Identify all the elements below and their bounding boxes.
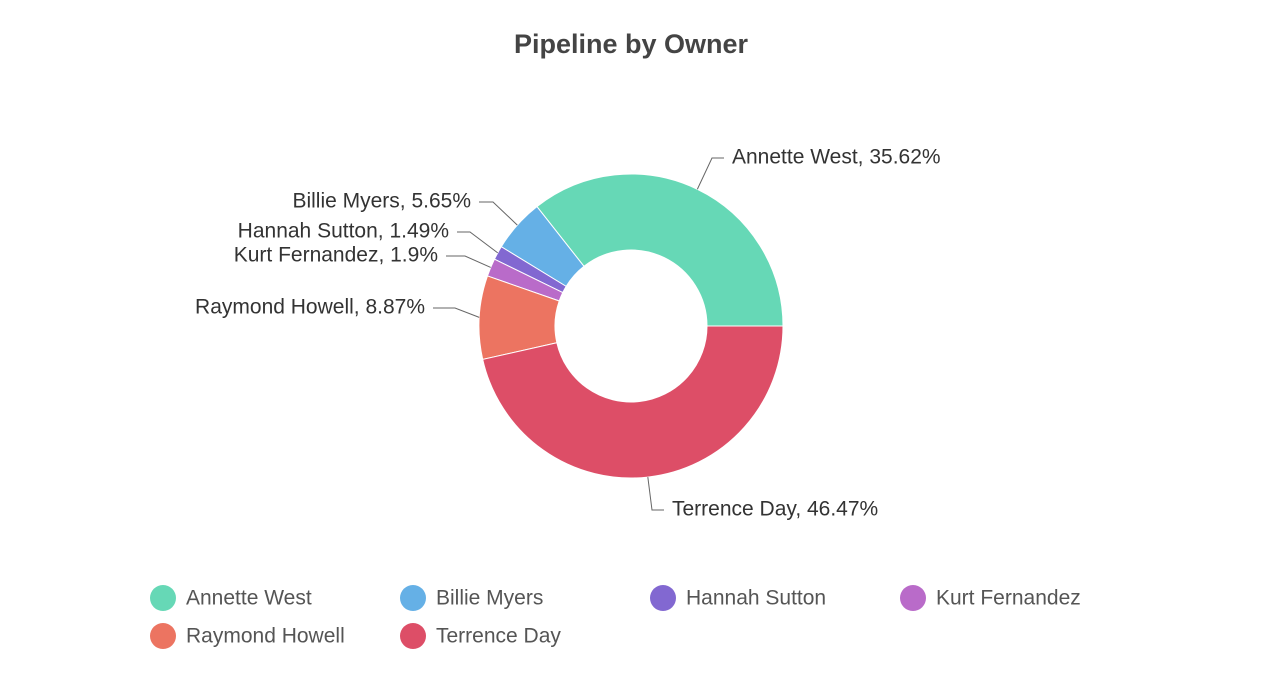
legend-marker <box>150 623 176 649</box>
data-label: Annette West, 35.62% <box>732 146 941 169</box>
legend-label[interactable]: Annette West <box>186 587 312 610</box>
legend-marker <box>650 585 676 611</box>
legend-marker <box>400 585 426 611</box>
label-connector <box>647 477 664 511</box>
label-connector <box>433 307 480 318</box>
donut-slice <box>536 173 784 327</box>
data-label: Billie Myers, 5.65% <box>292 190 471 213</box>
label-connector <box>479 201 518 226</box>
data-label: Terrence Day, 46.47% <box>672 498 878 521</box>
legend-label[interactable]: Raymond Howell <box>186 625 345 648</box>
legend-marker <box>900 585 926 611</box>
label-connector <box>457 231 499 254</box>
data-label: Hannah Sutton, 1.49% <box>238 220 449 243</box>
legend-label[interactable]: Hannah Sutton <box>686 587 826 610</box>
legend-marker <box>150 585 176 611</box>
legend-label[interactable]: Terrence Day <box>436 625 561 648</box>
legend-label[interactable]: Kurt Fernandez <box>936 587 1081 610</box>
chart-title: Pipeline by Owner <box>514 29 749 59</box>
donut-slice <box>482 325 784 479</box>
data-label: Kurt Fernandez, 1.9% <box>234 244 438 267</box>
label-connector <box>446 255 491 268</box>
legend-marker <box>400 623 426 649</box>
data-label: Raymond Howell, 8.87% <box>195 296 425 319</box>
legend-label[interactable]: Billie Myers <box>436 587 543 610</box>
label-connector <box>696 157 724 190</box>
